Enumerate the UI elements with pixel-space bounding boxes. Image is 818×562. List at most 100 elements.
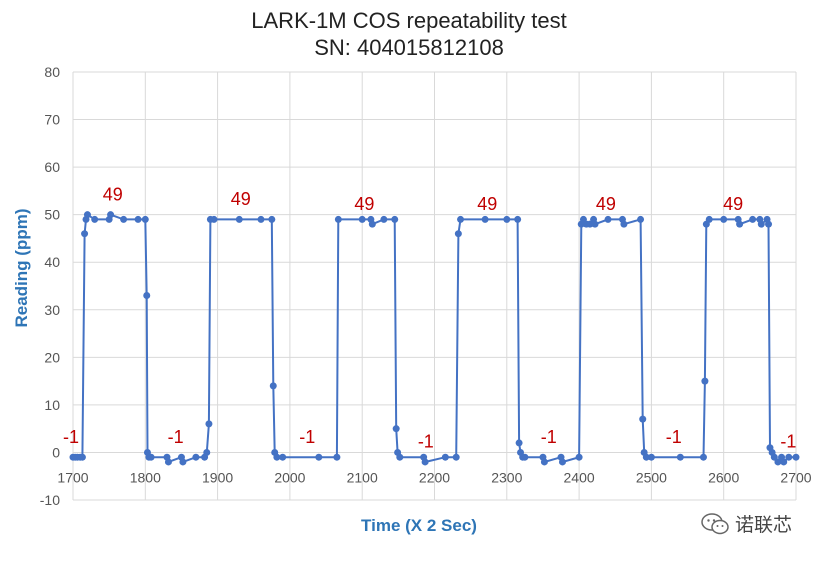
data-label: 49 (596, 194, 616, 214)
data-point (421, 458, 429, 466)
data-point (268, 215, 276, 223)
data-point (604, 215, 612, 223)
data-point (78, 453, 86, 461)
data-point (179, 458, 187, 466)
watermark: 诺联芯 (701, 510, 792, 537)
data-label: -1 (780, 432, 796, 452)
y-tick-label: 70 (44, 112, 60, 128)
data-point (91, 215, 99, 223)
y-tick-label: 10 (44, 397, 60, 413)
data-label: 49 (354, 194, 374, 214)
x-tick-label: 2300 (491, 469, 522, 485)
series-group (69, 211, 800, 466)
data-point (257, 215, 265, 223)
data-point (699, 453, 707, 461)
y-tick-label: 60 (44, 159, 60, 175)
data-point (637, 215, 645, 223)
data-point (785, 453, 793, 461)
data-point (457, 215, 465, 223)
data-point (368, 220, 376, 228)
watermark-text: 诺联芯 (734, 515, 792, 536)
data-point (147, 453, 155, 461)
data-point (639, 415, 647, 423)
data-point (334, 215, 342, 223)
x-tick-label: 2700 (780, 469, 811, 485)
data-point (454, 230, 462, 238)
y-tick-label: 0 (52, 444, 60, 460)
x-tick-label: 2000 (274, 469, 305, 485)
data-point (620, 220, 628, 228)
data-point (647, 453, 655, 461)
x-tick-label: 2200 (419, 469, 450, 485)
data-point (205, 420, 213, 428)
data-point (358, 215, 366, 223)
x-tick-label: 1900 (202, 469, 233, 485)
data-label: 49 (231, 189, 251, 209)
x-tick-label: 2500 (636, 469, 667, 485)
data-point (540, 458, 548, 466)
x-tick-label: 1800 (130, 469, 161, 485)
chart-subtitle: SN: 404015812108 (314, 35, 504, 60)
data-point (558, 458, 566, 466)
data-point (134, 215, 142, 223)
annotations: -1 49 -1 49 -1 49 -1 49 -1 49 -1 49 -1 (63, 184, 796, 451)
data-label: -1 (541, 427, 557, 447)
data-point (701, 377, 709, 385)
y-axis-label: Reading (ppm) (12, 208, 31, 328)
data-point (586, 220, 594, 228)
data-point (515, 439, 523, 447)
y-tick-label: 40 (44, 254, 60, 270)
data-point (192, 453, 200, 461)
data-label: 49 (103, 184, 123, 204)
data-point (392, 425, 400, 433)
data-point (120, 215, 128, 223)
data-point (391, 215, 399, 223)
data-point (143, 292, 151, 300)
data-point (749, 215, 757, 223)
chart-title: LARK-1M COS repeatability test (251, 8, 567, 33)
data-point (452, 453, 460, 461)
data-point (503, 215, 511, 223)
data-point (83, 211, 91, 219)
data-label: 49 (723, 194, 743, 214)
data-point (770, 453, 778, 461)
x-tick-label: 2100 (347, 469, 378, 485)
data-point (107, 211, 115, 219)
y-tick-label: 30 (44, 302, 60, 318)
data-point (315, 453, 323, 461)
data-label: -1 (63, 427, 79, 447)
data-point (514, 215, 522, 223)
data-point (792, 453, 800, 461)
y-tick-labels: -10 0 10 20 30 40 50 60 70 80 (40, 64, 60, 508)
data-point (235, 215, 243, 223)
data-point (441, 453, 449, 461)
data-point (757, 220, 765, 228)
data-label: -1 (168, 427, 184, 447)
y-tick-label: -10 (40, 492, 60, 508)
data-point (279, 453, 287, 461)
data-point (396, 453, 404, 461)
x-tick-label: 1700 (57, 469, 88, 485)
data-point (521, 453, 529, 461)
gridlines (72, 71, 797, 501)
data-point (333, 453, 341, 461)
data-point (591, 220, 599, 228)
data-point (81, 230, 89, 238)
data-point (203, 448, 211, 456)
data-point (705, 215, 713, 223)
y-tick-label: 50 (44, 207, 60, 223)
data-label: -1 (418, 432, 434, 452)
data-point (164, 458, 172, 466)
data-point (380, 215, 388, 223)
data-point (736, 220, 744, 228)
data-label: -1 (299, 427, 315, 447)
data-point (642, 453, 650, 461)
x-axis-label: Time (X 2 Sec) (361, 516, 477, 535)
data-point (269, 382, 277, 390)
data-point (676, 453, 684, 461)
y-tick-label: 20 (44, 349, 60, 365)
data-point (481, 215, 489, 223)
data-point (765, 220, 773, 228)
